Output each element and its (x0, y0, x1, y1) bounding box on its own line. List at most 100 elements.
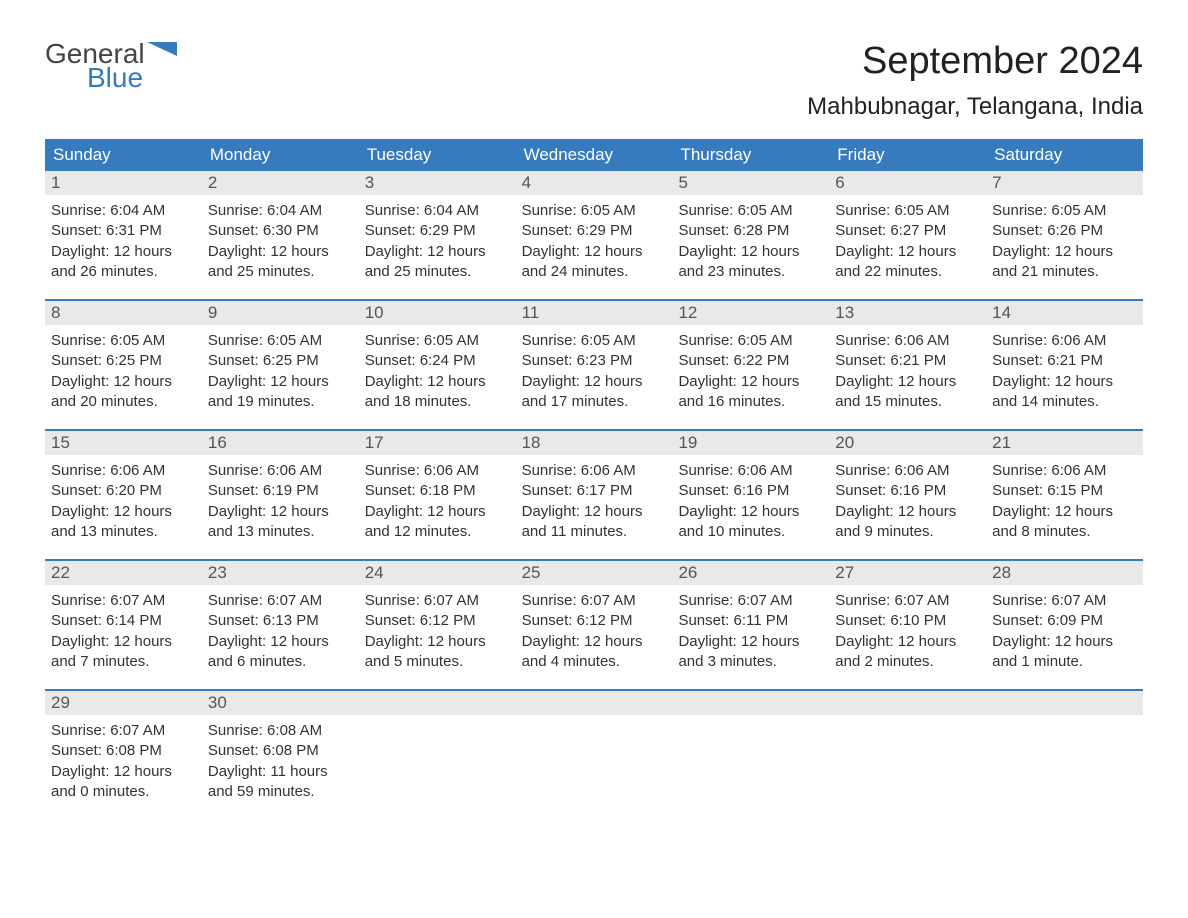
day-content: Sunrise: 6:05 AMSunset: 6:26 PMDaylight:… (986, 195, 1143, 286)
daylight-text: Daylight: 12 hours and 24 minutes. (522, 242, 667, 283)
sunset-text: Sunset: 6:10 PM (835, 611, 980, 631)
daylight-text: Daylight: 11 hours and 59 minutes. (208, 762, 353, 803)
day-cell (986, 691, 1143, 809)
sunrise-text: Sunrise: 6:07 AM (365, 591, 510, 611)
title-block: September 2024 Mahbubnagar, Telangana, I… (807, 40, 1143, 121)
week-row: 29Sunrise: 6:07 AMSunset: 6:08 PMDayligh… (45, 689, 1143, 809)
sunset-text: Sunset: 6:20 PM (51, 481, 196, 501)
sunrise-text: Sunrise: 6:06 AM (835, 461, 980, 481)
day-number: 23 (202, 561, 359, 585)
sunrise-text: Sunrise: 6:05 AM (678, 201, 823, 221)
sunrise-text: Sunrise: 6:05 AM (522, 201, 667, 221)
day-number: 8 (45, 301, 202, 325)
daylight-text: Daylight: 12 hours and 17 minutes. (522, 372, 667, 413)
day-number: 22 (45, 561, 202, 585)
daylight-text: Daylight: 12 hours and 4 minutes. (522, 632, 667, 673)
sunrise-text: Sunrise: 6:05 AM (678, 331, 823, 351)
daylight-text: Daylight: 12 hours and 18 minutes. (365, 372, 510, 413)
daylight-text: Daylight: 12 hours and 5 minutes. (365, 632, 510, 673)
daylight-text: Daylight: 12 hours and 11 minutes. (522, 502, 667, 543)
day-number: 26 (672, 561, 829, 585)
day-number: 12 (672, 301, 829, 325)
sunrise-text: Sunrise: 6:06 AM (208, 461, 353, 481)
daylight-text: Daylight: 12 hours and 15 minutes. (835, 372, 980, 413)
sunset-text: Sunset: 6:11 PM (678, 611, 823, 631)
daylight-text: Daylight: 12 hours and 3 minutes. (678, 632, 823, 673)
sunset-text: Sunset: 6:23 PM (522, 351, 667, 371)
week-row: 1Sunrise: 6:04 AMSunset: 6:31 PMDaylight… (45, 171, 1143, 289)
sunset-text: Sunset: 6:30 PM (208, 221, 353, 241)
day-cell: 17Sunrise: 6:06 AMSunset: 6:18 PMDayligh… (359, 431, 516, 549)
day-number: 7 (986, 171, 1143, 195)
day-cell (516, 691, 673, 809)
day-content: Sunrise: 6:08 AMSunset: 6:08 PMDaylight:… (202, 715, 359, 806)
day-content: Sunrise: 6:07 AMSunset: 6:14 PMDaylight:… (45, 585, 202, 676)
day-content: Sunrise: 6:06 AMSunset: 6:21 PMDaylight:… (986, 325, 1143, 416)
sunset-text: Sunset: 6:27 PM (835, 221, 980, 241)
day-number-empty (516, 691, 673, 715)
page-header: General Blue September 2024 Mahbubnagar,… (45, 40, 1143, 121)
day-content: Sunrise: 6:06 AMSunset: 6:21 PMDaylight:… (829, 325, 986, 416)
week-row: 15Sunrise: 6:06 AMSunset: 6:20 PMDayligh… (45, 429, 1143, 549)
day-content: Sunrise: 6:07 AMSunset: 6:12 PMDaylight:… (359, 585, 516, 676)
sunrise-text: Sunrise: 6:05 AM (522, 331, 667, 351)
sunrise-text: Sunrise: 6:05 AM (835, 201, 980, 221)
sunrise-text: Sunrise: 6:04 AM (208, 201, 353, 221)
day-number-empty (986, 691, 1143, 715)
sunrise-text: Sunrise: 6:06 AM (992, 461, 1137, 481)
day-header-monday: Monday (202, 139, 359, 171)
daylight-text: Daylight: 12 hours and 2 minutes. (835, 632, 980, 673)
day-number: 30 (202, 691, 359, 715)
day-cell: 15Sunrise: 6:06 AMSunset: 6:20 PMDayligh… (45, 431, 202, 549)
day-number: 4 (516, 171, 673, 195)
calendar: Sunday Monday Tuesday Wednesday Thursday… (45, 139, 1143, 809)
day-number: 21 (986, 431, 1143, 455)
day-number-empty (359, 691, 516, 715)
daylight-text: Daylight: 12 hours and 23 minutes. (678, 242, 823, 283)
sunrise-text: Sunrise: 6:08 AM (208, 721, 353, 741)
day-cell: 3Sunrise: 6:04 AMSunset: 6:29 PMDaylight… (359, 171, 516, 289)
day-header-sunday: Sunday (45, 139, 202, 171)
day-content: Sunrise: 6:07 AMSunset: 6:13 PMDaylight:… (202, 585, 359, 676)
day-content: Sunrise: 6:05 AMSunset: 6:24 PMDaylight:… (359, 325, 516, 416)
day-cell: 14Sunrise: 6:06 AMSunset: 6:21 PMDayligh… (986, 301, 1143, 419)
day-content: Sunrise: 6:05 AMSunset: 6:27 PMDaylight:… (829, 195, 986, 286)
daylight-text: Daylight: 12 hours and 7 minutes. (51, 632, 196, 673)
sunrise-text: Sunrise: 6:05 AM (365, 331, 510, 351)
day-cell: 19Sunrise: 6:06 AMSunset: 6:16 PMDayligh… (672, 431, 829, 549)
day-number: 28 (986, 561, 1143, 585)
day-number: 9 (202, 301, 359, 325)
day-number: 2 (202, 171, 359, 195)
sunrise-text: Sunrise: 6:07 AM (51, 721, 196, 741)
sunset-text: Sunset: 6:15 PM (992, 481, 1137, 501)
day-number: 20 (829, 431, 986, 455)
sunset-text: Sunset: 6:21 PM (992, 351, 1137, 371)
day-cell: 1Sunrise: 6:04 AMSunset: 6:31 PMDaylight… (45, 171, 202, 289)
sunset-text: Sunset: 6:17 PM (522, 481, 667, 501)
sunset-text: Sunset: 6:12 PM (522, 611, 667, 631)
sunset-text: Sunset: 6:24 PM (365, 351, 510, 371)
daylight-text: Daylight: 12 hours and 6 minutes. (208, 632, 353, 673)
day-cell: 26Sunrise: 6:07 AMSunset: 6:11 PMDayligh… (672, 561, 829, 679)
day-header-wednesday: Wednesday (516, 139, 673, 171)
daylight-text: Daylight: 12 hours and 8 minutes. (992, 502, 1137, 543)
day-header-saturday: Saturday (986, 139, 1143, 171)
day-cell: 16Sunrise: 6:06 AMSunset: 6:19 PMDayligh… (202, 431, 359, 549)
day-cell: 2 Sunrise: 6:04 AMSunset: 6:30 PMDaylight… (202, 171, 359, 289)
day-number: 14 (986, 301, 1143, 325)
daylight-text: Daylight: 12 hours and 25 minutes. (208, 242, 353, 283)
sunset-text: Sunset: 6:09 PM (992, 611, 1137, 631)
sunrise-text: Sunrise: 6:06 AM (678, 461, 823, 481)
logo-text-blue: Blue (87, 64, 177, 92)
sunset-text: Sunset: 6:13 PM (208, 611, 353, 631)
day-header-friday: Friday (829, 139, 986, 171)
day-cell: 13Sunrise: 6:06 AMSunset: 6:21 PMDayligh… (829, 301, 986, 419)
daylight-text: Daylight: 12 hours and 16 minutes. (678, 372, 823, 413)
sunset-text: Sunset: 6:25 PM (208, 351, 353, 371)
sunset-text: Sunset: 6:14 PM (51, 611, 196, 631)
daylight-text: Daylight: 12 hours and 26 minutes. (51, 242, 196, 283)
day-content: Sunrise: 6:07 AMSunset: 6:09 PMDaylight:… (986, 585, 1143, 676)
day-cell: 30Sunrise: 6:08 AMSunset: 6:08 PMDayligh… (202, 691, 359, 809)
sunset-text: Sunset: 6:12 PM (365, 611, 510, 631)
day-cell: 22Sunrise: 6:07 AMSunset: 6:14 PMDayligh… (45, 561, 202, 679)
